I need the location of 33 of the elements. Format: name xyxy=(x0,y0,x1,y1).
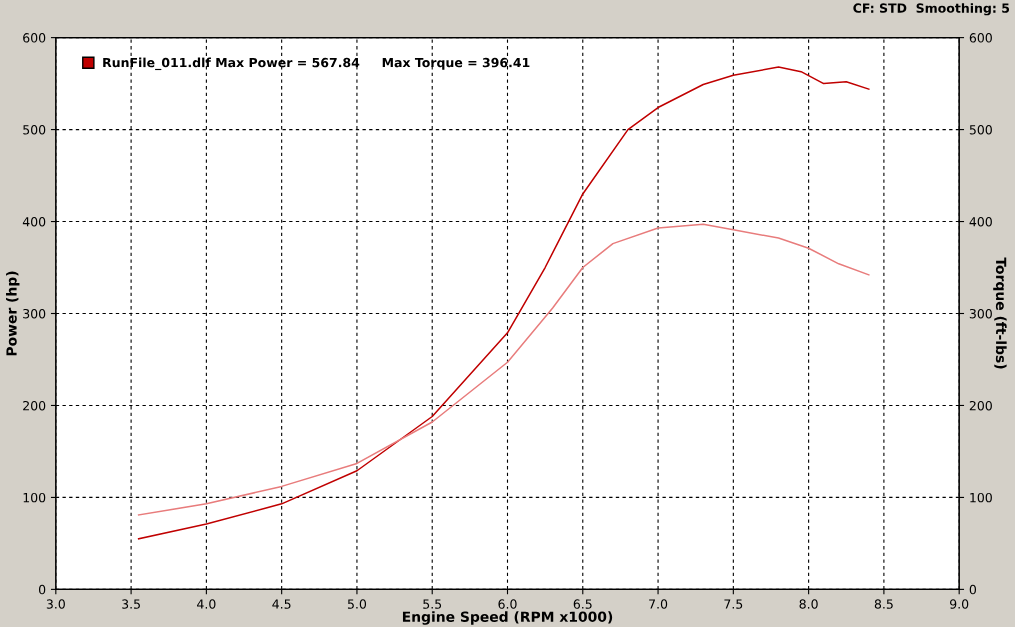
y2-tick-label: 100 xyxy=(970,492,992,503)
y2-tick-label: 0 xyxy=(969,584,977,595)
text: CF: STD Smoothing: 5 xyxy=(853,3,1010,16)
y2-tick-label: 300 xyxy=(969,308,992,319)
y2-tick-label: 200 xyxy=(969,400,992,411)
x-tick-label: 3.0 xyxy=(46,599,65,609)
y2-tick-label: 600 xyxy=(969,33,992,43)
x-tick-label: 6.0 xyxy=(498,599,517,609)
legend-label: RunFile_011.dlf Max Power = 567.84 Max Torque = 396.41 xyxy=(103,57,530,71)
y-tick-label: 500 xyxy=(23,125,46,135)
x-tick-label: 5.0 xyxy=(347,599,367,609)
y2-tick-label: 400 xyxy=(969,217,992,227)
y-axis-title: Power (hp) xyxy=(6,271,20,356)
x-tick-label: 7.5 xyxy=(724,599,743,609)
x-axis-title: Engine Speed (RPM x1000) xyxy=(402,611,613,625)
x-tick-label: 8.0 xyxy=(799,599,818,609)
x-tick-label: 4.5 xyxy=(272,599,291,609)
x-tick-label: 6.5 xyxy=(573,599,592,609)
y2-axis-title: Torque (ft-lbs) xyxy=(993,257,1007,369)
y-tick-label: 200 xyxy=(23,400,46,411)
x-tick-label: 5.5 xyxy=(423,599,442,609)
x-tick-label: 3.5 xyxy=(122,599,140,609)
y-tick-label: 300 xyxy=(23,308,46,319)
y2-tick-label: 500 xyxy=(969,125,992,135)
x-tick-label: 8.5 xyxy=(874,599,893,609)
y-tick-label: 100 xyxy=(23,492,46,503)
y-tick-label: 0 xyxy=(38,584,46,595)
line-series xyxy=(137,223,870,516)
y-tick-label: 400 xyxy=(22,217,46,227)
x-tick-label: 7.0 xyxy=(649,599,668,609)
x-tick-label: 9.0 xyxy=(950,599,969,609)
x-tick-label: 4.0 xyxy=(197,599,216,609)
y-tick-label: 600 xyxy=(23,33,46,43)
